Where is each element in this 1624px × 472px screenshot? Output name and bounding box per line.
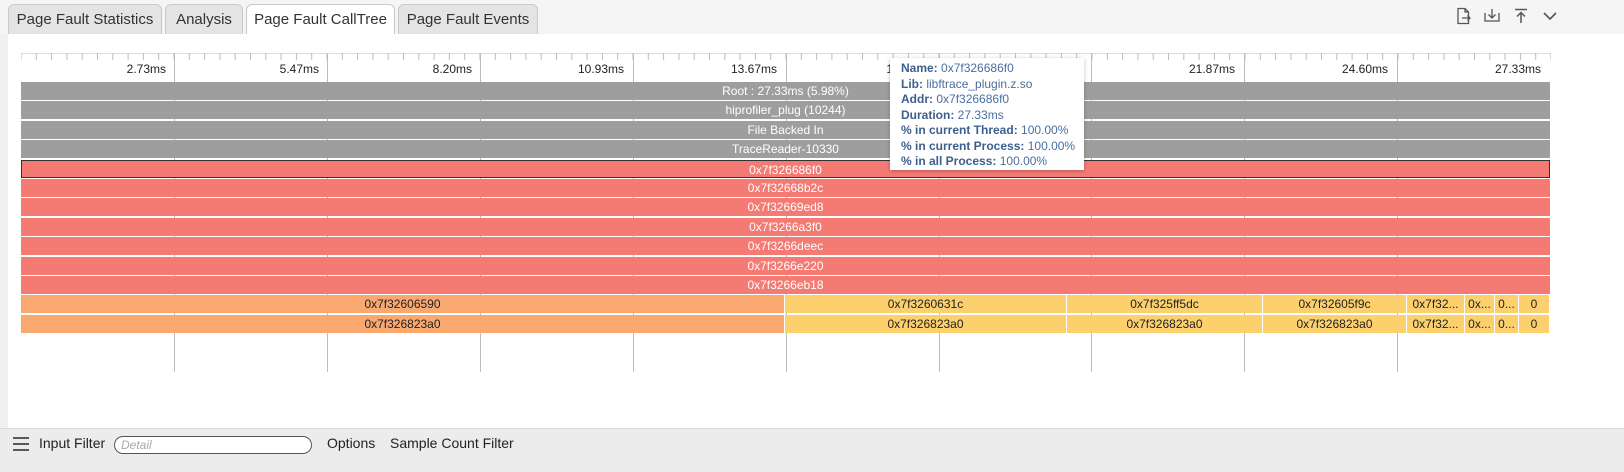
flame-frame[interactable]: 0x7f326823a0 <box>21 315 784 333</box>
chevron-down-icon[interactable] <box>1541 7 1559 25</box>
detail-input[interactable] <box>114 436 312 454</box>
flame-frame[interactable]: 0x... <box>1465 315 1494 333</box>
tooltip-all-row: % in all Process: 100.00% <box>901 154 1084 170</box>
move-top-icon[interactable] <box>1512 7 1530 25</box>
flame-frame[interactable]: 0x7f3260631c <box>785 295 1066 313</box>
export-file-icon[interactable] <box>1454 7 1472 25</box>
frame-tooltip: Name: 0x7f326686f0 Lib: libftrace_plugin… <box>890 58 1084 170</box>
sample-count-filter-button[interactable]: Sample Count Filter <box>390 435 514 451</box>
tooltip-lib-value: libftrace_plugin.z.so <box>926 76 1033 91</box>
flame-frame[interactable]: 0 <box>1519 295 1549 313</box>
tooltip-all-value: 100.00% <box>999 154 1048 168</box>
flame-frame[interactable]: 0x7f32669ed8 <box>21 198 1550 216</box>
ruler-tick-label: 8.20ms <box>432 62 472 76</box>
tooltip-thread-value: 100.00% <box>1021 123 1069 137</box>
download-icon[interactable] <box>1483 7 1501 25</box>
ruler-tick-label: 27.33ms <box>1494 62 1541 76</box>
input-filter-label: Input Filter <box>39 435 106 451</box>
ruler-tick-label: 5.47ms <box>279 62 319 76</box>
tooltip-name-key: Name: <box>901 61 938 75</box>
tooltip-name-value: 0x7f326686f0 <box>941 61 1014 75</box>
tooltip-process-key: % in current Process: <box>901 138 1025 153</box>
options-button[interactable]: Options <box>327 435 376 451</box>
tab-page-fault-statistics[interactable]: Page Fault Statistics <box>8 4 162 34</box>
tab-analysis[interactable]: Analysis <box>165 4 243 34</box>
flame-frame[interactable]: 0x7f3266eb18 <box>21 276 1550 294</box>
flame-frame[interactable]: 0x7f32... <box>1407 315 1464 333</box>
tooltip-process-row: % in current Process: 100.00% <box>901 139 1084 155</box>
flame-frame[interactable]: 0x7f326686f0 <box>21 160 1550 178</box>
flame-frame[interactable]: 0x7f326823a0 <box>785 315 1066 333</box>
flame-frame[interactable]: 0x7f326823a0 <box>1067 315 1262 333</box>
tooltip-duration-value: 27.33ms <box>957 107 1004 122</box>
ruler-tick-label: 21.87ms <box>1188 62 1235 76</box>
tab-page-fault-calltree[interactable]: Page Fault CallTree <box>246 4 395 35</box>
flame-frame[interactable]: TraceReader-10330 <box>21 140 1550 158</box>
tooltip-thread-key: % in current Thread: <box>901 123 1018 137</box>
tab-bar: Page Fault Statistics Analysis Page Faul… <box>0 0 1624 35</box>
flame-frame[interactable]: Root : 27.33ms (5.98%) <box>21 82 1550 100</box>
tooltip-all-key: % in all Process: <box>901 154 997 168</box>
tooltip-name-row: Name: 0x7f326686f0 <box>901 61 1084 77</box>
flame-frame[interactable]: 0 <box>1519 315 1549 333</box>
flame-frame[interactable]: 0x7f325ff5dc <box>1067 295 1262 313</box>
tooltip-addr-value: 0x7f326686f0 <box>936 92 1010 106</box>
flame-frame[interactable]: 0x7f3266a3f0 <box>21 218 1550 236</box>
menu-icon[interactable] <box>12 436 30 452</box>
ruler-tick-label: 1 <box>886 62 893 76</box>
tooltip-duration-key: Duration: <box>901 107 955 122</box>
flame-frame[interactable]: 0x7f32... <box>1407 295 1464 313</box>
flame-frame[interactable]: 0x7f3266e220 <box>21 257 1550 275</box>
flame-frame[interactable]: 0x7f326823a0 <box>1263 315 1406 333</box>
flame-frame[interactable]: hiprofiler_plug (10244) <box>21 101 1550 119</box>
flame-frame[interactable]: 0x... <box>1465 295 1494 313</box>
flame-frame[interactable]: 0x7f32668b2c <box>21 179 1550 197</box>
bottom-filter-bar: Input Filter Options Sample Count Filter <box>0 428 1624 472</box>
flame-frame[interactable]: 0x7f32605f9c <box>1263 295 1406 313</box>
tooltip-lib-row: Lib: libftrace_plugin.z.so <box>901 77 1084 93</box>
tooltip-addr-key: Addr: <box>901 92 933 106</box>
tooltip-lib-key: Lib: <box>901 76 923 91</box>
ruler-tick-label: 24.60ms <box>1341 62 1388 76</box>
tooltip-duration-row: Duration: 27.33ms <box>901 108 1084 124</box>
tooltip-addr-row: Addr: 0x7f326686f0 <box>901 92 1084 108</box>
tooltip-thread-row: % in current Thread: 100.00% <box>901 123 1084 139</box>
tooltip-process-value: 100.00% <box>1027 138 1076 153</box>
flame-frame[interactable]: 0... <box>1495 315 1518 333</box>
flame-frame[interactable]: File Backed In <box>21 121 1550 139</box>
ruler-tick-label: 13.67ms <box>730 62 777 76</box>
ruler-tick-label: 10.93ms <box>577 62 624 76</box>
ruler-tick-label: 2.73ms <box>126 62 166 76</box>
flame-frame[interactable]: 0x7f32606590 <box>21 295 784 313</box>
tab-page-fault-events[interactable]: Page Fault Events <box>398 4 538 34</box>
flame-frame[interactable]: 0... <box>1495 295 1518 313</box>
flame-frame[interactable]: 0x7f3266deec <box>21 237 1550 255</box>
